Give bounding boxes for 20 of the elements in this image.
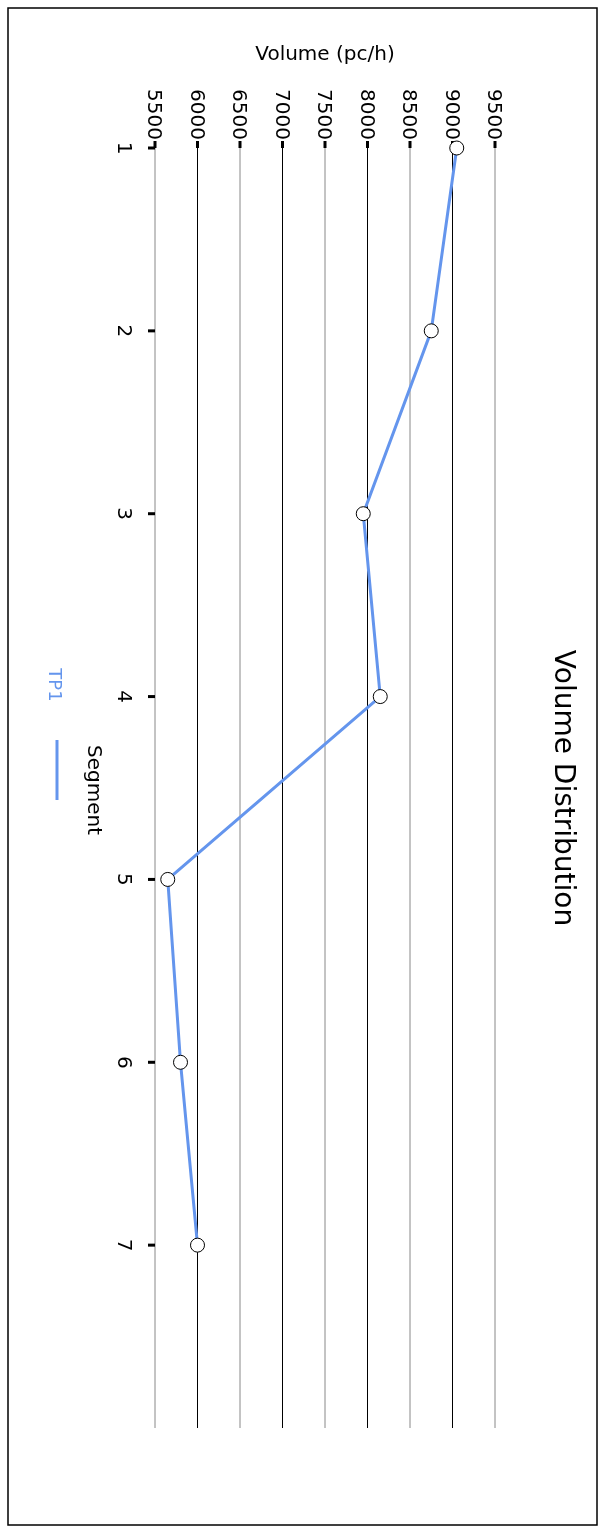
text: TP1 [44, 667, 66, 702]
text: Volume Distribution [548, 649, 581, 927]
x-tick-label: 7500 [313, 89, 337, 140]
y-tick-label: 3 [113, 507, 137, 521]
x-tick-label: 9500 [483, 89, 507, 140]
y-tick-label: 5 [113, 873, 137, 886]
x-axis-title: Volume (pc/h) [255, 41, 395, 65]
y-tick-label: 7 [113, 1238, 137, 1252]
x-tick-label: 6000 [185, 89, 210, 140]
x-tick-label: 9000 [440, 89, 465, 140]
y-tick-label: 4 [113, 690, 137, 703]
x-tick-label: 8500 [398, 89, 422, 140]
y-tick-label: 2 [113, 324, 137, 338]
x-tick-label: 8000 [355, 89, 380, 140]
y-tick-label: 1 [113, 141, 137, 155]
x-tick-label: 5500 [143, 89, 167, 140]
y-axis-title: Segment [83, 745, 107, 836]
x-tick-label: 6500 [228, 89, 252, 140]
x-tick-label: 7000 [270, 89, 295, 140]
y-tick-label: 6 [113, 1055, 137, 1069]
